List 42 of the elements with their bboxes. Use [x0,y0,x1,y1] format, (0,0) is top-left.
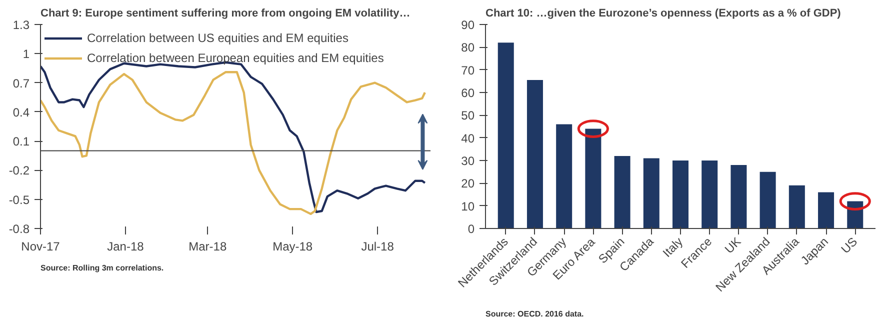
bar [760,172,776,228]
source-note: Source: OECD. 2016 data. [486,310,584,318]
x-tick-label: May-18 [272,240,313,254]
y-tick-label: -0.8 [8,222,30,236]
y-tick-label: 0.4 [12,105,30,120]
bar [643,158,660,228]
x-tick-label: Mar-18 [188,240,227,254]
bar [672,160,689,228]
y-tick-label: 30 [461,154,475,168]
y-tick-label: 1 [22,47,30,62]
y-tick-label: 1.3 [12,18,30,32]
bar [730,165,747,228]
y-tick-label: 40 [461,131,475,146]
y-tick-label: 0 [468,222,475,236]
bar [702,160,718,228]
y-tick-label: 70 [461,63,475,78]
y-tick-label: 90 [461,18,475,32]
x-tick-label: Nov-17 [21,240,60,254]
x-tick-label: Jul-18 [361,240,394,254]
bar [818,192,834,228]
y-tick-label: -0.2 [8,164,30,178]
bar [614,156,630,228]
y-tick-label: 50 [461,108,475,123]
legend-label: Correlation between European equities and EM equities [87,51,384,65]
bar [498,42,514,228]
bar [788,185,805,228]
bar [526,80,543,228]
x-tick-label: Jan-18 [107,240,144,254]
bar [556,124,572,228]
chart-title: Chart 9: Europe sentiment suffering more from ongoing EM volatility… [40,8,410,20]
y-tick-label: 80 [461,40,475,55]
x-tick-label: US [838,234,860,256]
y-tick-label: 10 [461,199,475,214]
y-tick-label: 60 [461,86,475,100]
y-tick-label: 0.7 [12,76,30,90]
bar [585,128,602,228]
y-tick-label: 0.1 [12,134,30,149]
legend-label: Correlation between US equities and EM equities [87,31,348,45]
y-tick-label: -0.5 [8,192,30,207]
chart-title: Chart 10: …given the Eurozone’s openness (Exports as a % of GDP) [486,8,842,20]
source-note: Source: Rolling 3m correlations. [40,264,164,272]
y-tick-label: 20 [461,176,475,191]
